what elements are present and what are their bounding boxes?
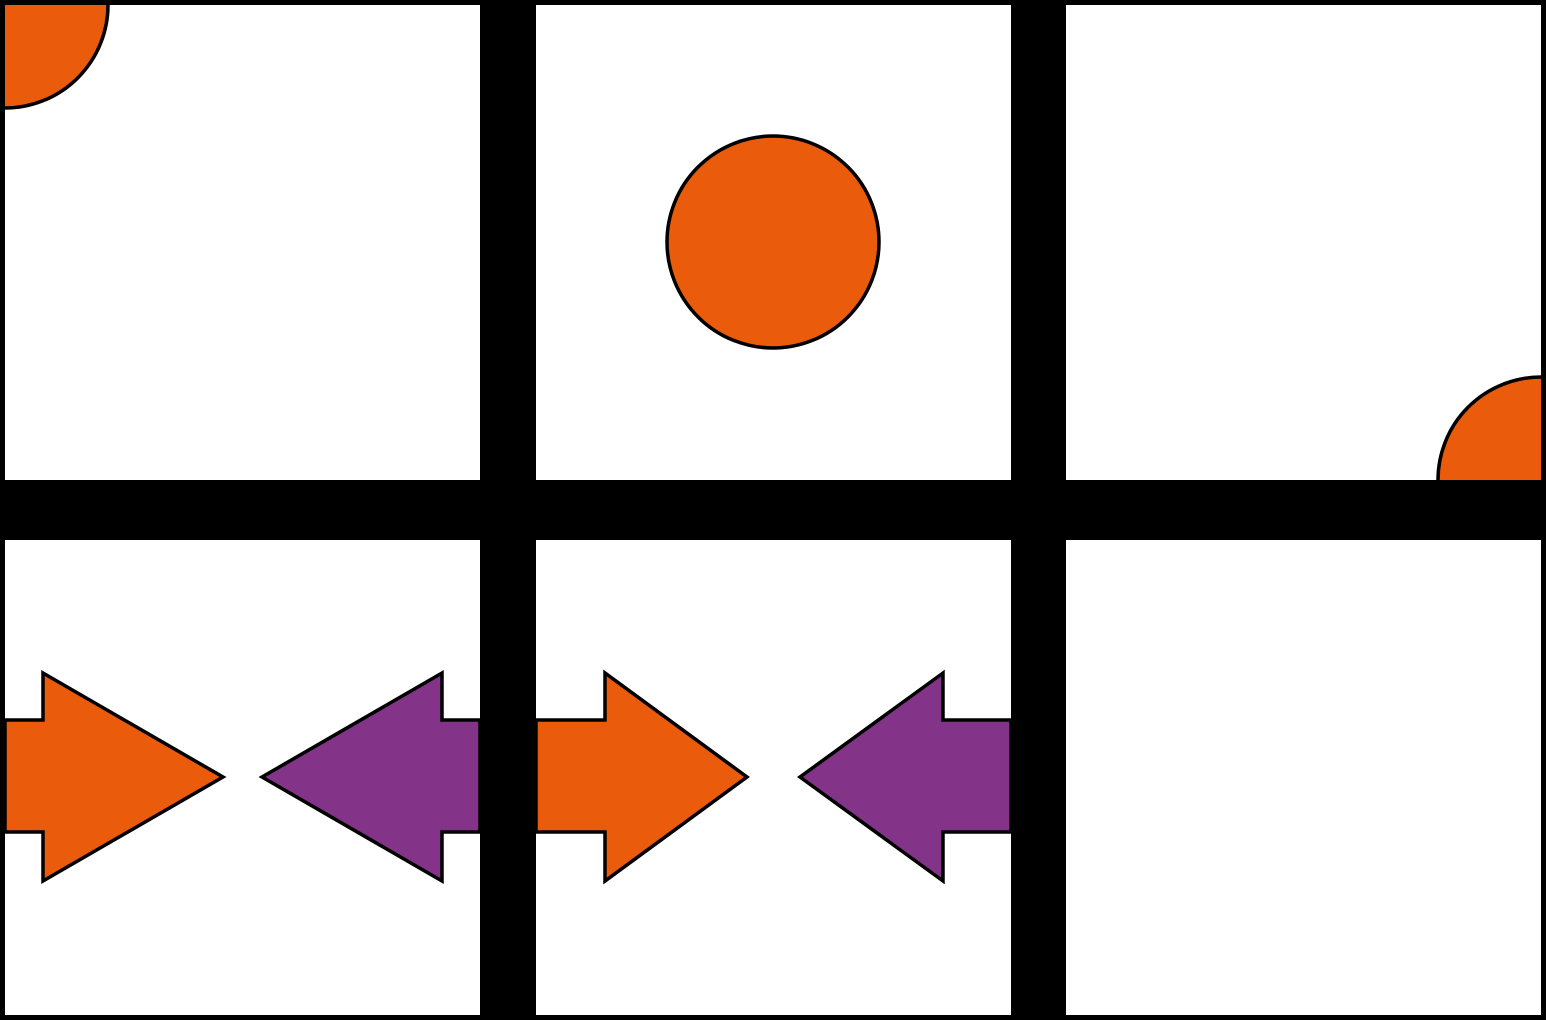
circle-orange-center [665, 134, 881, 350]
panel-bottom-left [3, 540, 482, 1015]
panel-bottom-middle [534, 540, 1013, 1015]
arrow-left-purple-1 [258, 669, 482, 885]
quarter-circle-orange-bottom-right [1436, 375, 1541, 480]
arrow-right-orange-1 [3, 669, 227, 885]
quarter-circle-orange-top-left [5, 5, 110, 110]
panel-top-middle [536, 5, 1011, 480]
panel-top-left [5, 5, 480, 480]
arrow-right-orange-2 [534, 669, 750, 885]
panel-top-right [1066, 5, 1541, 480]
panel-bottom-right [1066, 540, 1541, 1015]
arrow-left-purple-2 [797, 669, 1013, 885]
